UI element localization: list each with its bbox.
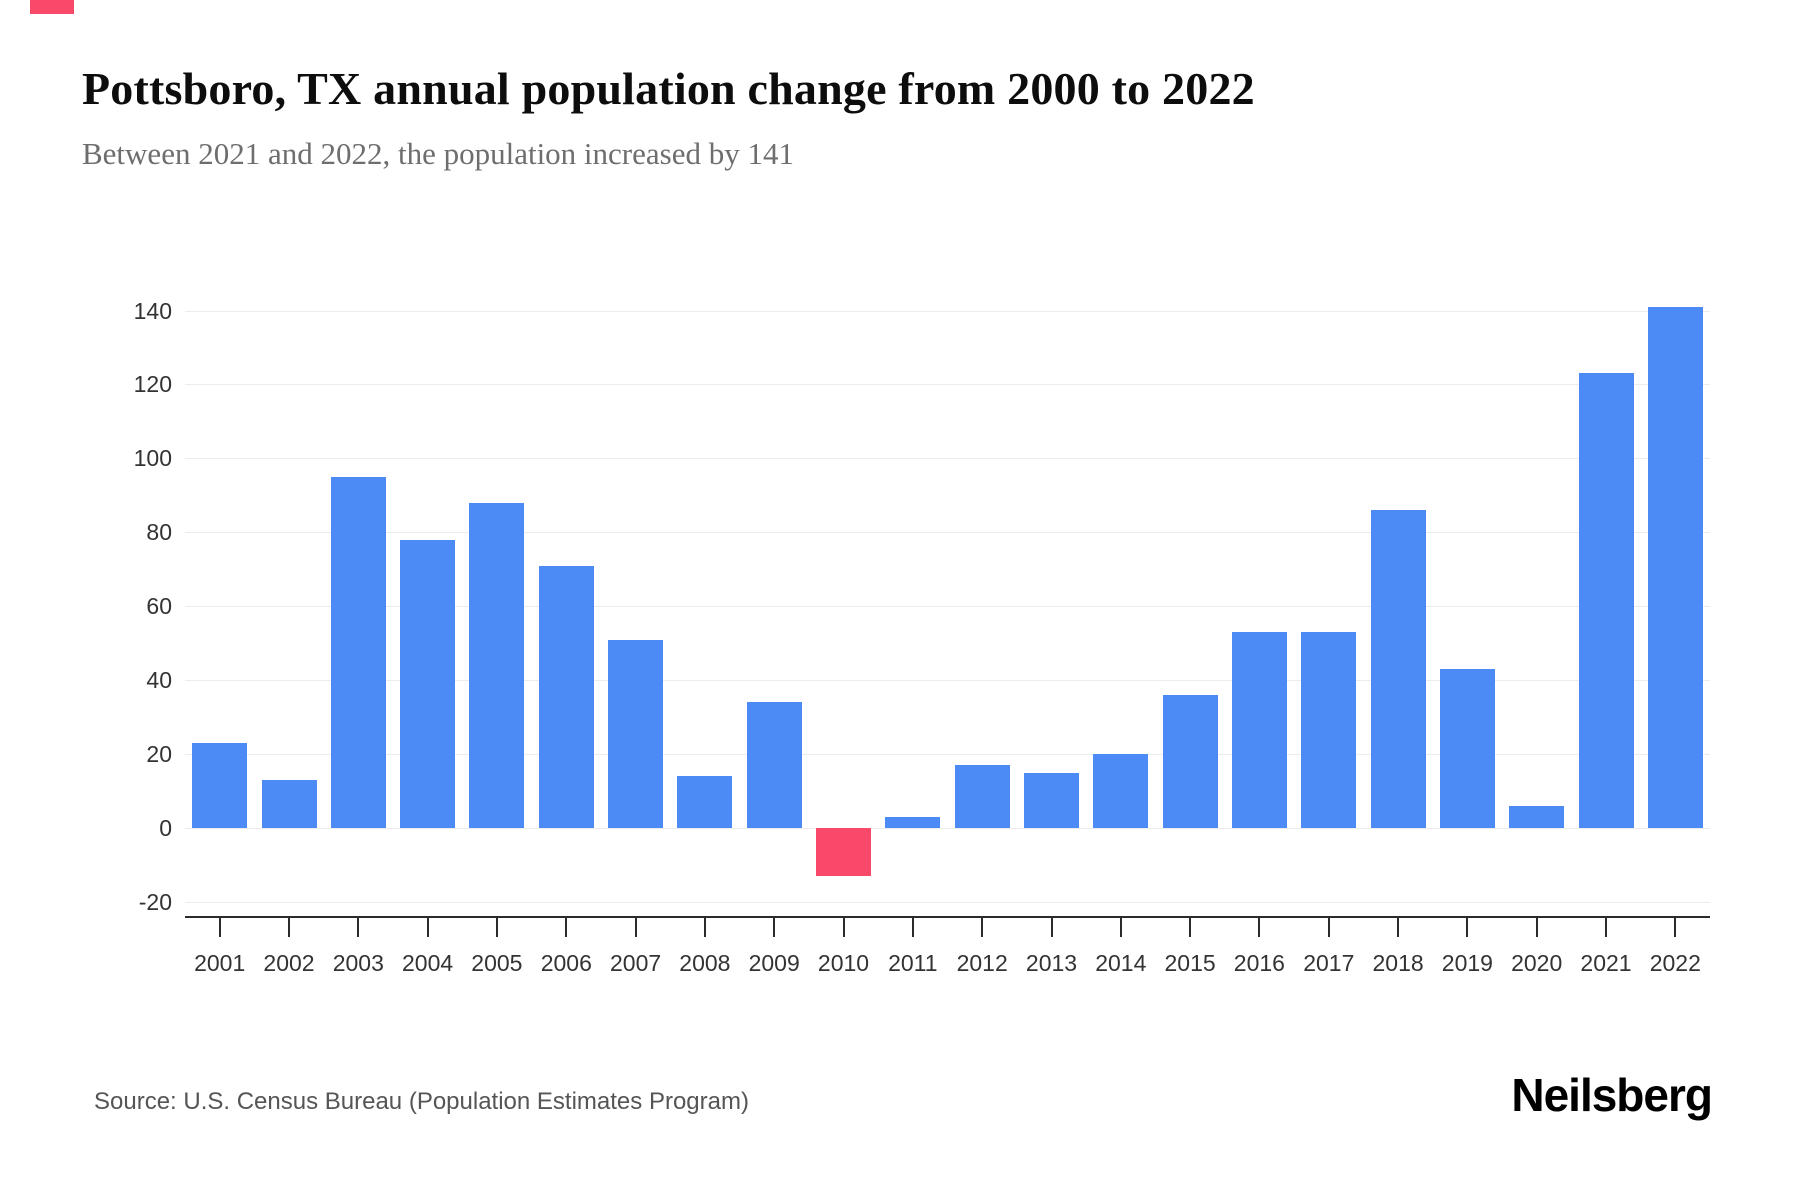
axis-tick — [357, 916, 360, 937]
x-axis-label: 2004 — [402, 950, 454, 976]
bar-2021 — [1578, 373, 1634, 828]
x-axis-label: 2017 — [1303, 950, 1355, 976]
source-note: Source: U.S. Census Bureau (Population E… — [94, 1088, 749, 1115]
axis-tick — [1466, 916, 1469, 937]
y-axis-label: -20 — [138, 889, 172, 915]
x-axis-label: 2011 — [888, 950, 938, 976]
bar-2022 — [1647, 306, 1703, 829]
grid-line — [185, 458, 1710, 460]
x-axis-label: 2021 — [1580, 950, 1632, 976]
grid-line — [185, 754, 1710, 756]
bar-2002 — [261, 780, 317, 829]
chart-subtitle: Between 2021 and 2022, the population in… — [82, 136, 794, 171]
axis-tick — [1674, 916, 1677, 937]
bar-2003 — [330, 476, 386, 828]
axis-tick — [218, 916, 221, 937]
grid-line — [185, 828, 1710, 830]
brand-logo: Neilsberg — [1511, 1069, 1713, 1121]
chart-title: Pottsboro, TX annual population change f… — [82, 63, 1255, 114]
x-axis-label: 2002 — [263, 950, 315, 976]
y-axis-label: 120 — [133, 371, 172, 398]
bar-2005 — [469, 502, 525, 828]
y-axis-label: 20 — [146, 741, 172, 768]
x-axis-label: 2015 — [1164, 950, 1216, 976]
x-axis-label: 2006 — [540, 950, 592, 976]
y-axis-label: 40 — [146, 667, 172, 694]
axis-tick — [495, 916, 498, 937]
axis-tick — [1397, 916, 1400, 937]
axis-tick — [1050, 916, 1053, 937]
axis-tick — [426, 916, 429, 937]
y-axis-label: 80 — [146, 519, 172, 546]
grid-line — [185, 384, 1710, 386]
bar-2010 — [816, 828, 871, 877]
bar-2015 — [1162, 695, 1218, 829]
x-axis-label: 2016 — [1233, 950, 1285, 976]
bar-2001 — [192, 743, 248, 828]
x-axis-label: 2018 — [1372, 950, 1424, 976]
axis-tick — [773, 916, 776, 937]
axis-tick — [288, 916, 290, 937]
bar-2014 — [1093, 754, 1149, 828]
y-axis-label: 140 — [133, 297, 172, 324]
axis-tick — [1327, 916, 1330, 937]
x-axis-label: 2014 — [1095, 950, 1147, 976]
axis-tick — [1189, 916, 1192, 937]
bar-2009 — [746, 702, 802, 829]
axis-tick — [981, 916, 984, 937]
x-axis-label: 2008 — [679, 950, 731, 976]
bar-2020 — [1509, 805, 1565, 829]
x-axis-label: 2013 — [1025, 950, 1078, 976]
axis-tick — [911, 916, 914, 937]
bar-2019 — [1439, 669, 1495, 829]
bar-2012 — [954, 765, 1010, 828]
x-axis-label: 2005 — [471, 950, 523, 976]
x-axis-label: 2012 — [956, 950, 1008, 976]
population-change-bar-chart: -20 0 20 40 60 80 100 120 140 2001 2002 2003 2004 200… — [90, 292, 1720, 982]
bar-2017 — [1301, 632, 1357, 828]
grid-line — [185, 310, 1710, 312]
x-axis-label: 2007 — [610, 950, 662, 976]
grid-line — [185, 606, 1710, 608]
axis-tick — [842, 916, 845, 937]
x-axis-label: 2010 — [817, 950, 870, 976]
axis-tick — [1119, 916, 1122, 937]
corner-accent — [30, 0, 74, 14]
x-axis-label: 2020 — [1511, 950, 1563, 976]
bar-2016 — [1231, 632, 1287, 828]
bar-2013 — [1024, 772, 1079, 829]
axis-tick — [703, 916, 706, 937]
x-axis-label: 2009 — [748, 950, 800, 976]
grid-line — [185, 680, 1710, 682]
bar-2008 — [677, 776, 733, 829]
bar-2018 — [1370, 510, 1426, 828]
axis-tick — [1535, 916, 1538, 937]
y-axis-label: 100 — [133, 445, 172, 472]
y-axis-label: 60 — [146, 593, 172, 620]
bar-2011 — [885, 817, 941, 829]
x-axis-label: 2022 — [1649, 950, 1701, 976]
grid-line — [185, 902, 1710, 903]
axis-tick — [565, 916, 568, 937]
y-axis-label: 0 — [159, 815, 172, 842]
axis-tick — [1605, 916, 1607, 937]
axis-tick — [634, 916, 637, 937]
bar-2004 — [400, 539, 456, 829]
x-axis-label: 2003 — [332, 950, 384, 976]
x-axis-label: 2019 — [1441, 950, 1493, 976]
bar-2006 — [538, 565, 594, 829]
grid-line — [185, 532, 1710, 534]
x-axis-line — [185, 916, 1710, 918]
x-axis-label: 2001 — [194, 950, 246, 976]
bar-2007 — [608, 639, 664, 828]
axis-tick — [1258, 916, 1261, 937]
